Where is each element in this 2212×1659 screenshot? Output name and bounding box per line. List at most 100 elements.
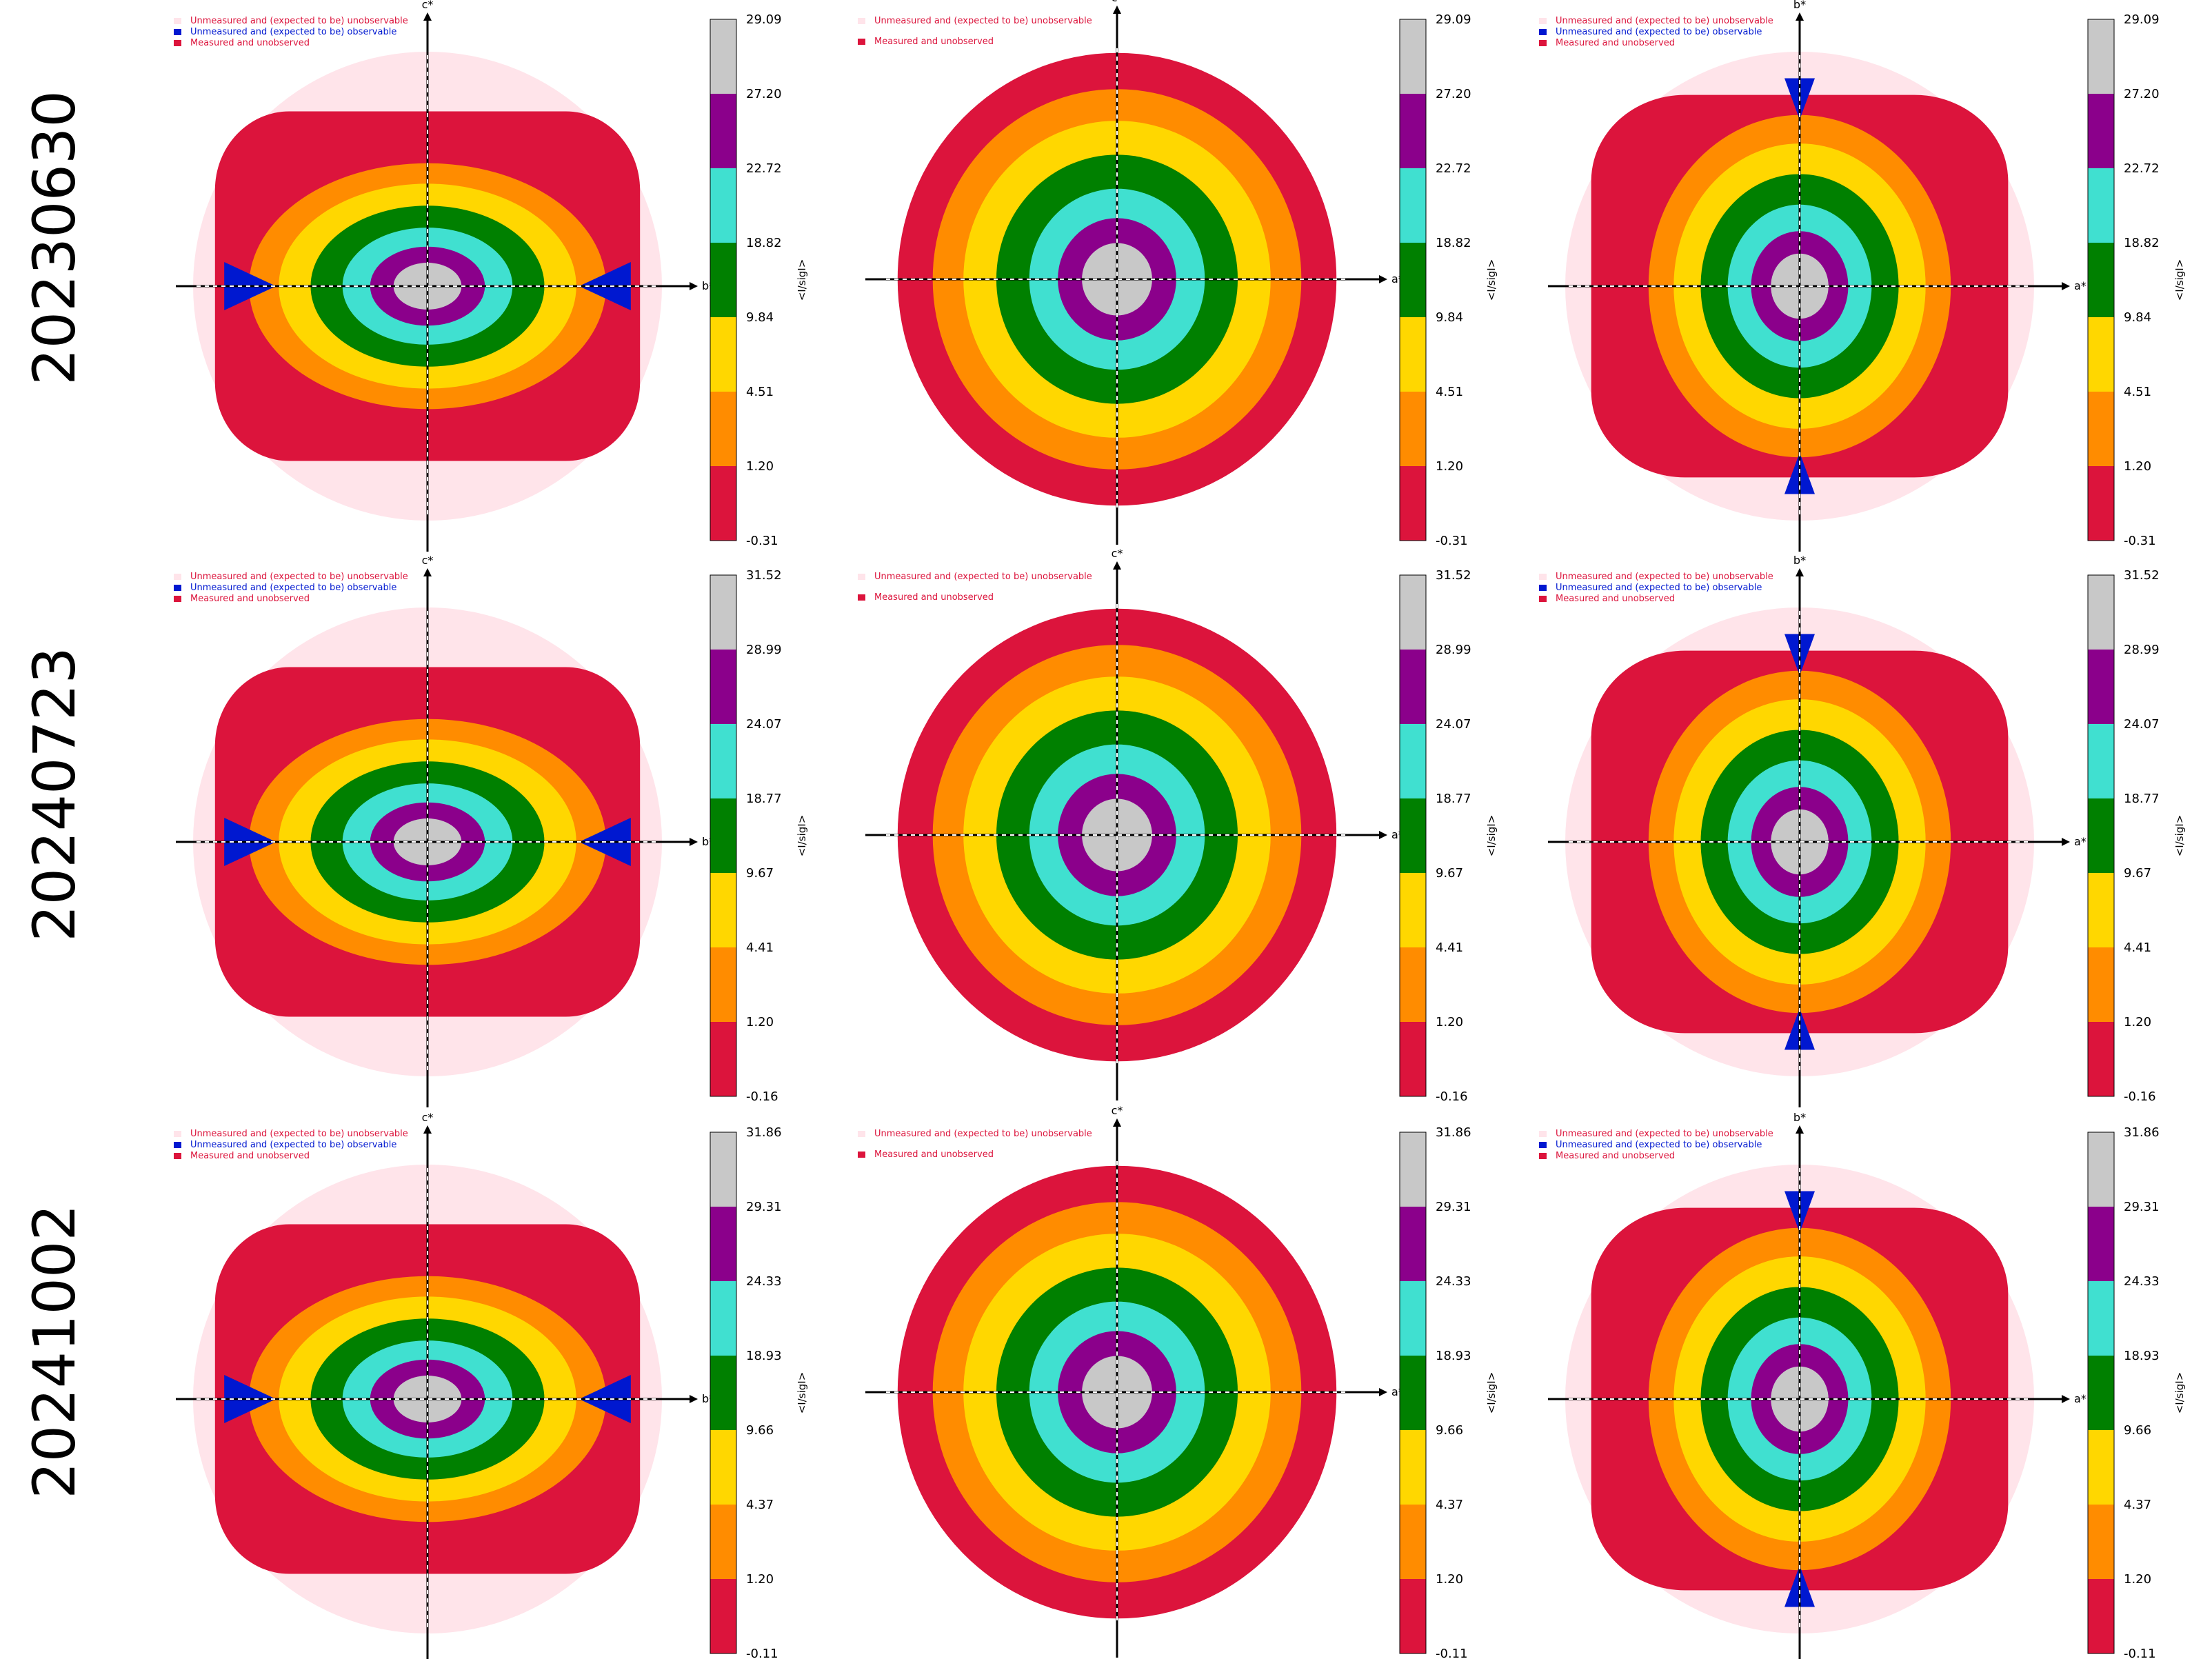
colorbar-segment bbox=[2088, 243, 2114, 317]
legend-entry: Unmeasured and (expected to be) unobserv… bbox=[190, 572, 408, 582]
colorbar-segment bbox=[2088, 1356, 2114, 1430]
colorbar-tick-label: 27.20 bbox=[1436, 87, 1471, 101]
x-axis-arrow bbox=[2062, 282, 2070, 290]
colorbar-tick-label: 9.66 bbox=[746, 1423, 774, 1438]
colorbar-segment bbox=[1400, 1022, 1426, 1096]
y-axis-label: b* bbox=[1793, 0, 1806, 11]
colorbar-segment bbox=[710, 392, 736, 466]
colorbar-segment bbox=[2088, 1281, 2114, 1356]
colorbar-tick-label: 4.51 bbox=[2124, 385, 2151, 399]
colorbar-tick-label: 29.09 bbox=[2124, 12, 2160, 27]
legend-entry: Unmeasured and (expected to be) unobserv… bbox=[1556, 1129, 1773, 1139]
colorbar-tick-label: 22.72 bbox=[2124, 161, 2160, 176]
colorbar-tick-label: 24.07 bbox=[1436, 717, 1471, 732]
colorbar-segment bbox=[2088, 1022, 2114, 1096]
colorbar-tick-label: 18.82 bbox=[2124, 236, 2160, 250]
legend-swatch bbox=[1539, 29, 1547, 35]
y-axis-arrow bbox=[423, 1125, 432, 1134]
x-axis-arrow bbox=[1379, 275, 1387, 283]
legend-swatch bbox=[1539, 1142, 1547, 1148]
colorbar-tick-label: -0.31 bbox=[1436, 534, 1468, 548]
x-axis-arrow bbox=[2062, 838, 2070, 846]
x-axis-label: a* bbox=[2074, 279, 2087, 292]
heatmap-panel-1: b*c*Unmeasured and (expected to be) unob… bbox=[174, 0, 808, 552]
colorbar-segment bbox=[2088, 168, 2114, 243]
colorbar-frame bbox=[2087, 574, 2115, 1097]
colorbar-segment bbox=[1400, 947, 1426, 1022]
colorbar-segment bbox=[710, 1281, 736, 1356]
colorbar-segment bbox=[1400, 1430, 1426, 1505]
colorbar-tick-label: 27.20 bbox=[746, 87, 782, 101]
colorbar-segment bbox=[710, 168, 736, 243]
colorbar-segment bbox=[2088, 1430, 2114, 1505]
colorbar-label: <I/sigI> bbox=[796, 259, 808, 301]
colorbar-segment bbox=[1400, 873, 1426, 947]
colorbar-tick-label: 31.86 bbox=[2124, 1125, 2160, 1140]
colorbar-frame bbox=[710, 19, 737, 541]
colorbar-tick-label: 9.66 bbox=[1436, 1423, 1463, 1438]
colorbar-tick-label: 4.51 bbox=[746, 385, 774, 399]
colorbar-label: <I/sigI> bbox=[2173, 815, 2186, 857]
colorbar-tick-label: -0.16 bbox=[2124, 1089, 2156, 1104]
colorbar-tick-label: 18.93 bbox=[1436, 1349, 1471, 1363]
legend-swatch bbox=[174, 1131, 181, 1137]
legend-swatch bbox=[174, 1142, 181, 1148]
colorbar-tick-label: 1.20 bbox=[746, 459, 774, 474]
colorbar-segment bbox=[710, 94, 736, 168]
colorbar-segment bbox=[710, 873, 736, 947]
colorbar-segment bbox=[1400, 317, 1426, 392]
colorbar-tick-label: 9.84 bbox=[746, 310, 774, 325]
colorbar-segment bbox=[2088, 873, 2114, 947]
colorbar-tick-label: 4.41 bbox=[2124, 941, 2151, 955]
colorbar-tick-label: 1.20 bbox=[2124, 1015, 2151, 1029]
colorbar-label: <I/sigI> bbox=[796, 815, 808, 857]
legend-entry: Measured and unobserved bbox=[1556, 38, 1675, 48]
colorbar-segment bbox=[1400, 94, 1426, 168]
colorbar-frame bbox=[1399, 19, 1427, 541]
colorbar-tick-label: 9.67 bbox=[746, 866, 774, 881]
colorbar-segment bbox=[2088, 798, 2114, 873]
y-axis-label: c* bbox=[1112, 0, 1123, 4]
legend-swatch bbox=[858, 574, 865, 580]
x-axis-arrow bbox=[1379, 831, 1387, 839]
panels-grid: b* c* Unmeasured and (expected to be) unob… bbox=[174, 0, 2186, 1659]
x-axis-arrow bbox=[690, 838, 698, 846]
legend-entry: Measured and unobserved bbox=[190, 1151, 310, 1161]
colorbar-segment bbox=[1400, 466, 1426, 541]
colorbar-tick-label: 27.20 bbox=[2124, 87, 2160, 101]
legend-swatch bbox=[1539, 574, 1547, 580]
y-axis-arrow bbox=[1113, 1118, 1121, 1127]
colorbar-segment bbox=[710, 947, 736, 1022]
heatmap-panel-4: b*c*Unmeasured and (expected to be) unob… bbox=[174, 554, 808, 1107]
x-axis-label: a* bbox=[2074, 835, 2087, 848]
y-axis-label: c* bbox=[1112, 1104, 1123, 1117]
colorbar-tick-label: 4.51 bbox=[1436, 385, 1463, 399]
colorbar-tick-label: 18.82 bbox=[1436, 236, 1471, 250]
legend-swatch bbox=[174, 585, 181, 591]
legend-swatch bbox=[1539, 40, 1547, 46]
colorbar-tick-label: 28.99 bbox=[2124, 643, 2160, 657]
colorbar-tick-label: 18.93 bbox=[746, 1349, 782, 1363]
colorbar-segment bbox=[2088, 650, 2114, 724]
colorbar-segment bbox=[2088, 392, 2114, 466]
colorbar-tick-label: 4.37 bbox=[746, 1498, 774, 1512]
colorbar-tick-label: 4.37 bbox=[1436, 1498, 1463, 1512]
colorbar-label: <I/sigI> bbox=[2173, 1372, 2186, 1414]
colorbar-tick-label: 24.33 bbox=[2124, 1274, 2160, 1289]
colorbar-tick-label: 31.52 bbox=[2124, 568, 2160, 583]
legend-entry: Unmeasured and (expected to be) observab… bbox=[1556, 27, 1762, 37]
colorbar-segment bbox=[2088, 19, 2114, 94]
legend-entry: Unmeasured and (expected to be) unobserv… bbox=[1556, 572, 1773, 582]
colorbar-tick-label: 1.20 bbox=[746, 1572, 774, 1587]
colorbar-label: <I/sigI> bbox=[1485, 1372, 1498, 1414]
legend-swatch bbox=[174, 29, 181, 35]
colorbar-tick-label: -0.11 bbox=[1436, 1647, 1468, 1659]
legend-entry: Unmeasured and (expected to be) observab… bbox=[1556, 583, 1762, 593]
legend-entry: Unmeasured and (expected to be) unobserv… bbox=[874, 1129, 1092, 1139]
colorbar-label: <I/sigI> bbox=[2173, 259, 2186, 301]
colorbar-tick-label: 18.77 bbox=[1436, 792, 1471, 806]
colorbar-frame bbox=[2087, 1132, 2115, 1654]
colorbar-tick-label: 1.20 bbox=[1436, 1572, 1463, 1587]
colorbar-segment bbox=[710, 243, 736, 317]
